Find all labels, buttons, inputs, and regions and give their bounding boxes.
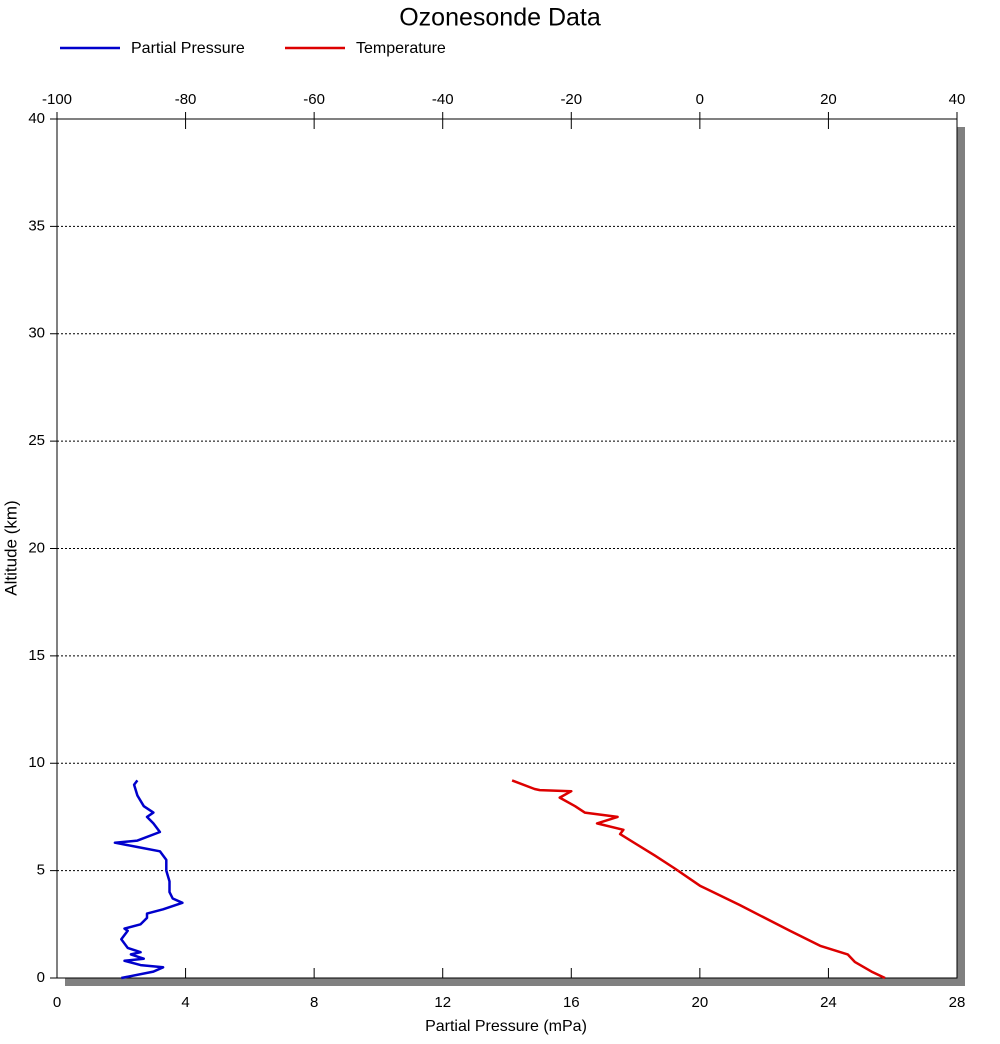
x2-tick-label: 0	[696, 91, 704, 108]
y-tick-label: 35	[28, 217, 45, 234]
x2-tick-label: -20	[560, 91, 582, 108]
shadow	[957, 127, 965, 986]
x-axis-label: Partial Pressure (mPa)	[425, 1018, 587, 1035]
data-line	[511, 779, 886, 980]
x-tick-label: 16	[563, 994, 580, 1011]
y-axis-label: Altitude (km)	[1, 500, 20, 595]
x2-tick-label: -40	[432, 91, 454, 108]
x-tick-label: 0	[53, 994, 61, 1011]
x2-tick-label: 40	[949, 91, 966, 108]
y-tick-label: 0	[37, 969, 45, 986]
x2-tick-label: -60	[303, 91, 325, 108]
y-tick-label: 25	[28, 432, 45, 449]
x-tick-label: 12	[434, 994, 451, 1011]
x-tick-label: 24	[820, 994, 837, 1011]
y-tick-label: 20	[28, 539, 45, 556]
data-line	[113, 779, 184, 980]
y-tick-label: 15	[28, 647, 45, 664]
x2-tick-label: -80	[175, 91, 197, 108]
y-tick-label: 40	[28, 110, 45, 127]
y-tick-label: 30	[28, 325, 45, 342]
y-tick-label: 5	[37, 862, 45, 879]
legend-label: Temperature	[356, 40, 446, 57]
x2-tick-label: 20	[820, 91, 837, 108]
shadow	[65, 978, 965, 986]
chart-title: Ozonesonde Data	[399, 4, 601, 32]
y-tick-label: 10	[28, 754, 45, 771]
x-tick-label: 8	[310, 994, 318, 1011]
x2-tick-label: -100	[42, 91, 72, 108]
x-tick-label: 20	[692, 994, 709, 1011]
legend-label: Partial Pressure	[131, 40, 245, 57]
x-tick-label: 4	[181, 994, 189, 1011]
x-tick-label: 28	[949, 994, 966, 1011]
